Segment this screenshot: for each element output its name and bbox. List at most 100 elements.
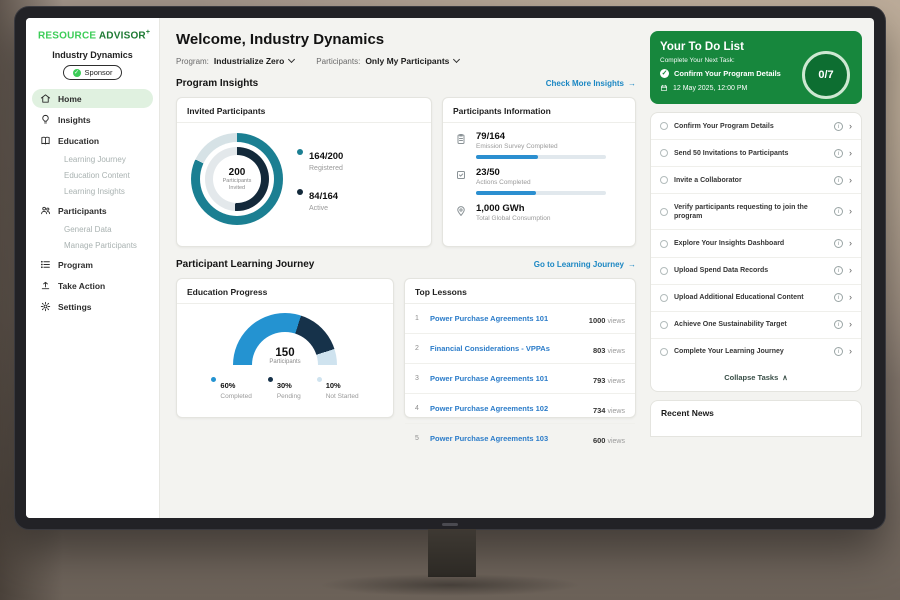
completed-dot-icon	[211, 377, 217, 382]
task-label: Send 50 Invitations to Participants	[674, 149, 789, 157]
task-checkbox[interactable]	[660, 320, 668, 329]
sidebar-item-home[interactable]: Home	[32, 89, 153, 109]
sidebar-item-general-data[interactable]: General Data	[32, 222, 153, 237]
chevron-right-icon[interactable]: ›	[849, 292, 852, 303]
info-icon[interactable]: i	[834, 239, 843, 249]
list-icon	[40, 261, 50, 269]
program-label: Program:	[176, 56, 209, 66]
next-task-label: Confirm Your Program Details	[674, 69, 781, 78]
task-label: Achieve One Sustainability Target	[674, 321, 787, 329]
chevron-right-icon[interactable]: ›	[849, 238, 852, 249]
chevron-right-icon[interactable]: ›	[849, 346, 852, 357]
sidebar-subitem-label: Manage Participants	[64, 241, 137, 251]
participants-dropdown[interactable]: Participants: Only My Participants	[316, 55, 461, 66]
task-label: Complete Your Learning Journey	[674, 348, 784, 356]
chevron-right-icon[interactable]: ›	[849, 265, 852, 276]
sidebar-item-education[interactable]: Education	[32, 131, 153, 150]
info-icon[interactable]: i	[834, 148, 843, 158]
lesson-rank: 4	[415, 405, 419, 412]
task-row[interactable]: Verify participants requesting to join t…	[651, 194, 861, 231]
gauge-center-value: 150	[275, 347, 295, 359]
lesson-link[interactable]: Power Purchase Agreements 101	[430, 314, 549, 323]
task-label: Confirm Your Program Details	[674, 122, 774, 130]
task-checkbox[interactable]	[660, 176, 668, 185]
stat-label: Actions Completed	[476, 179, 531, 186]
logo-text-secondary: ADVISOR	[98, 30, 146, 42]
sidebar-subitem-label: General Data	[64, 225, 112, 235]
go-to-learning-journey-link[interactable]: Go to Learning Journey →	[534, 260, 636, 269]
task-checkbox[interactable]	[660, 149, 668, 158]
lesson-link[interactable]: Power Purchase Agreements 102	[430, 404, 549, 413]
education-progress-card: Education Progress 150 Participants	[176, 278, 394, 418]
sidebar-item-label: Home	[58, 93, 82, 104]
info-icon[interactable]: i	[834, 121, 843, 131]
lesson-row: 5 Power Purchase Agreements 103 600 views	[405, 424, 635, 453]
sidebar-item-learning-insights[interactable]: Learning Insights	[32, 184, 153, 199]
task-label: Invite a Collaborator	[674, 176, 742, 184]
task-checkbox[interactable]	[660, 266, 668, 275]
info-icon[interactable]: i	[834, 175, 843, 185]
card-title: Education Progress	[177, 279, 393, 304]
todo-task-list-card: Confirm Your Program Details i › Send 50…	[650, 112, 862, 392]
arrow-right-icon: →	[628, 79, 636, 88]
sidebar-item-take-action[interactable]: Take Action	[32, 276, 153, 295]
info-icon[interactable]: i	[834, 320, 843, 330]
info-icon[interactable]: i	[834, 207, 843, 217]
chevron-right-icon[interactable]: ›	[849, 147, 852, 158]
pending-dot-icon	[267, 377, 273, 382]
task-checkbox[interactable]	[660, 293, 668, 302]
lesson-row: 2 Financial Considerations - VPPAs 803 vi…	[405, 334, 635, 364]
org-name: Industry Dynamics	[52, 50, 133, 61]
info-icon[interactable]: i	[834, 266, 843, 276]
donut-center-label: Participants Invited	[222, 177, 252, 191]
todo-next-task[interactable]: ✓ Confirm Your Program Details	[660, 69, 798, 78]
task-row[interactable]: Upload Additional Educational Content i …	[651, 285, 861, 312]
sidebar-item-insights[interactable]: Insights	[32, 110, 153, 129]
task-row[interactable]: Complete Your Learning Journey i ›	[651, 339, 861, 365]
task-row[interactable]: Send 50 Invitations to Participants i ›	[651, 140, 861, 168]
lesson-views-label: views	[607, 317, 625, 325]
sidebar-item-program[interactable]: Program	[32, 255, 153, 274]
sidebar-item-learning-journey[interactable]: Learning Journey	[32, 152, 153, 167]
check-more-insights-link[interactable]: Check More Insights →	[546, 79, 636, 88]
clipboard-icon	[457, 134, 465, 144]
info-icon[interactable]: i	[834, 347, 843, 357]
location-pin-icon	[457, 206, 465, 216]
task-checkbox[interactable]	[660, 207, 668, 216]
chevron-right-icon[interactable]: ›	[849, 319, 852, 330]
chevron-right-icon[interactable]: ›	[849, 206, 852, 217]
stat-label: Emission Survey Completed	[476, 143, 558, 150]
link-label: Go to Learning Journey	[533, 260, 624, 269]
task-label: Verify participants requesting to join t…	[674, 203, 808, 220]
task-checkbox[interactable]	[660, 347, 668, 356]
org-block: Industry Dynamics ✓ Sponsor	[26, 50, 159, 81]
sidebar-item-education-content[interactable]: Education Content	[32, 168, 153, 183]
legend-label: Registered	[309, 165, 343, 172]
sidebar-item-settings[interactable]: Settings	[32, 297, 153, 316]
task-row[interactable]: Upload Spend Data Records i ›	[651, 258, 861, 285]
chevron-right-icon[interactable]: ›	[849, 174, 852, 185]
program-dropdown[interactable]: Program: Industrialize Zero	[176, 55, 296, 66]
sidebar-item-participants[interactable]: Participants	[32, 201, 153, 220]
donut-center: 200 Participants Invited	[213, 155, 261, 203]
todo-progress-ring: 0/7	[802, 51, 850, 99]
gauge-center-label: Participants	[269, 359, 301, 365]
progress-fill	[476, 155, 539, 159]
task-row[interactable]: Explore Your Insights Dashboard i ›	[651, 230, 861, 258]
lesson-link[interactable]: Financial Considerations - VPPAs	[430, 344, 550, 353]
legend-item-pending: 30% Pending	[267, 375, 301, 400]
lesson-link[interactable]: Power Purchase Agreements 103	[430, 434, 549, 443]
task-row[interactable]: Achieve One Sustainability Target i ›	[651, 312, 861, 339]
chevron-right-icon[interactable]: ›	[849, 120, 852, 131]
task-checkbox[interactable]	[660, 239, 668, 248]
info-icon[interactable]: i	[834, 293, 843, 303]
legend-item-active: 84/164 Active	[297, 186, 343, 212]
task-row[interactable]: Confirm Your Program Details i ›	[651, 113, 861, 141]
legend-item-registered: 164/200 Registered	[297, 146, 343, 172]
sidebar-item-manage-participants[interactable]: Manage Participants	[32, 238, 153, 253]
lesson-link[interactable]: Power Purchase Agreements 101	[430, 374, 549, 383]
todo-panel: Your To Do List Complete Your Next Task:…	[646, 18, 874, 518]
task-row[interactable]: Invite a Collaborator i ›	[651, 167, 861, 195]
task-checkbox[interactable]	[660, 122, 668, 131]
collapse-tasks-link[interactable]: Collapse Tasks ∧	[651, 365, 861, 391]
